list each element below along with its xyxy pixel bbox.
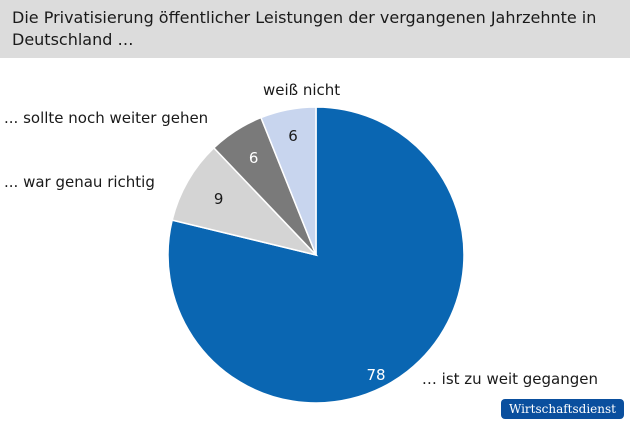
pie-slice	[260, 106, 317, 256]
slice-value-label: 78	[366, 366, 385, 384]
slice-value-label: 9	[214, 190, 224, 208]
brand-logo: Wirtschaftsdienst	[500, 399, 624, 419]
slice-category-label: ... sollte noch weiter gehen	[4, 109, 208, 127]
slice-category-label: … ist zu weit gegangen	[422, 370, 598, 388]
slice-category-label: weiß nicht	[263, 81, 340, 99]
chart-title: Die Privatisierung öffentlicher Leistung…	[12, 8, 597, 49]
title-bar: Die Privatisierung öffentlicher Leistung…	[0, 0, 630, 58]
slice-value-label: 6	[249, 149, 259, 167]
pie-slice	[171, 146, 319, 257]
slice-value-label: 6	[288, 127, 298, 145]
slice-category-label: ... war genau richtig	[4, 173, 155, 191]
